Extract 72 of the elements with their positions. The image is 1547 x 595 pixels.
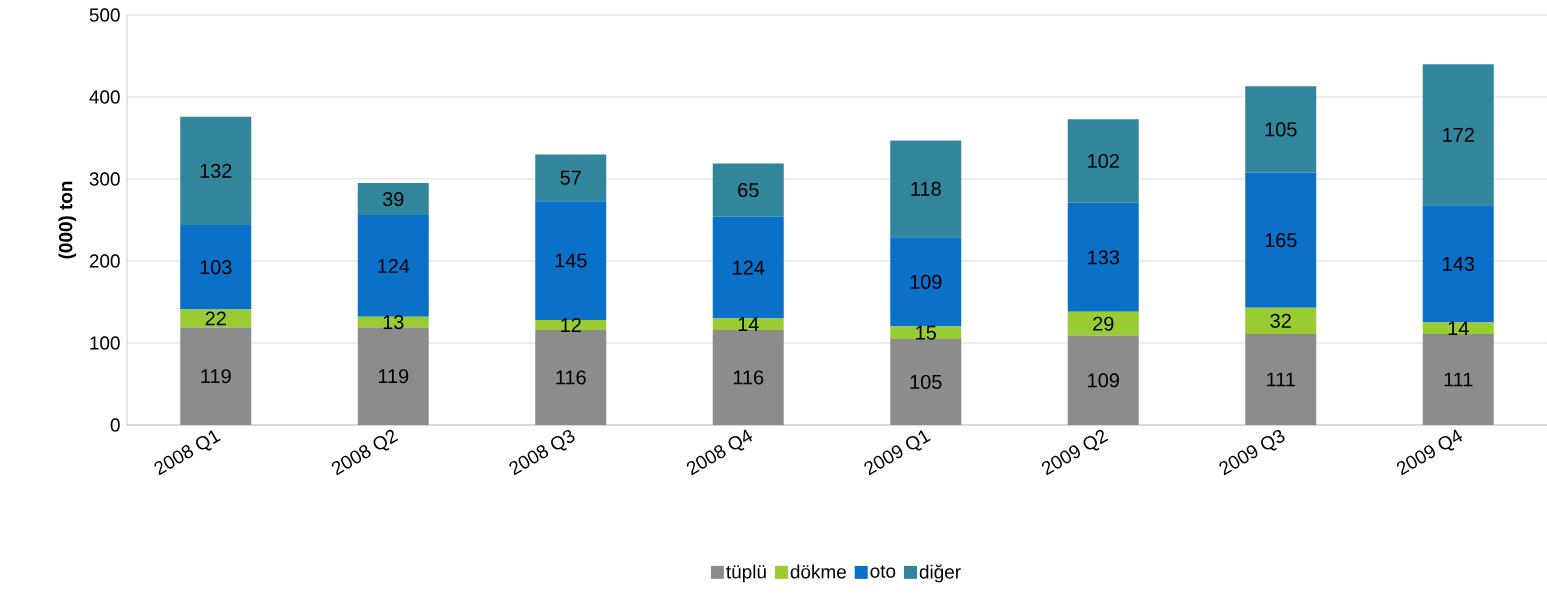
y-tick-label: 300 (89, 172, 120, 186)
bar (1067, 311, 1139, 336)
y-axis-title: (000) ton (58, 181, 77, 259)
data-label: 105 (1265, 122, 1297, 137)
data-label: 165 (1265, 233, 1297, 248)
data-label: 118 (911, 181, 941, 196)
bar (1067, 119, 1139, 203)
data-label: 102 (1088, 153, 1119, 168)
bar (1422, 205, 1494, 323)
bar (712, 318, 784, 330)
y-tick-label: 400 (89, 90, 120, 104)
data-label: 29 (1093, 316, 1114, 331)
data-label: 172 (1443, 127, 1474, 142)
data-label: 65 (738, 183, 759, 198)
x-tick-label: 2008 Q4 (686, 429, 753, 476)
data-label: 119 (378, 369, 409, 384)
x-tick-label: 2008 Q2 (331, 429, 399, 476)
data-label: 111 (1267, 372, 1295, 387)
data-label: 22 (205, 311, 226, 326)
bar (712, 163, 784, 217)
y-tick-label: 0 (110, 418, 120, 432)
data-label: 124 (733, 260, 765, 275)
data-label: 133 (1088, 250, 1119, 265)
bar (1067, 202, 1139, 312)
data-label: 124 (378, 258, 410, 273)
bar (1245, 86, 1317, 173)
bar (535, 154, 607, 202)
y-tick-label: 100 (90, 336, 120, 350)
data-label: 111 (1444, 372, 1473, 387)
data-label: 14 (1448, 321, 1469, 336)
data-label: 105 (910, 374, 942, 389)
data-label: 109 (1088, 373, 1119, 388)
data-label: 132 (200, 163, 232, 178)
data-label: 12 (561, 318, 581, 332)
data-label: 57 (560, 170, 581, 185)
bar (890, 140, 962, 238)
bar (890, 237, 962, 327)
legend-label: dökme (790, 564, 846, 579)
legend-label: oto (870, 565, 896, 578)
data-label: 13 (383, 315, 404, 330)
bar (180, 309, 252, 328)
y-tick-label: 200 (89, 254, 120, 268)
y-tick-label: 500 (89, 8, 120, 22)
data-label: 116 (733, 370, 764, 385)
data-label: 32 (1270, 313, 1291, 328)
bar (535, 320, 607, 330)
bar (180, 116, 252, 225)
x-tick-label: 2009 Q2 (1041, 429, 1109, 476)
data-label: 116 (556, 370, 586, 385)
x-tick-label: 2008 Q3 (509, 429, 575, 476)
data-label: 103 (200, 260, 232, 275)
bar (1245, 172, 1317, 308)
data-label: 39 (382, 192, 404, 207)
data-label: 145 (555, 253, 587, 268)
bar (712, 216, 784, 319)
data-label: 109 (910, 274, 942, 289)
data-label: 14 (738, 317, 759, 331)
data-label: 143 (1443, 256, 1475, 271)
bar (890, 326, 962, 339)
data-label: 15 (916, 325, 937, 340)
x-tick-label: 2008 Q1 (154, 430, 221, 476)
bar (180, 224, 252, 310)
bar (1245, 307, 1317, 334)
bar (357, 183, 429, 216)
data-label: 119 (201, 369, 231, 384)
x-tick-label: 2009 Q3 (1219, 429, 1285, 476)
bar (1422, 64, 1494, 206)
bar (357, 215, 429, 317)
legend-label: tüplü (726, 564, 766, 583)
legend-label: diğer (919, 564, 961, 583)
x-tick-label: 2009 Q4 (1396, 429, 1463, 476)
x-tick-label: 2009 Q1 (864, 430, 931, 476)
